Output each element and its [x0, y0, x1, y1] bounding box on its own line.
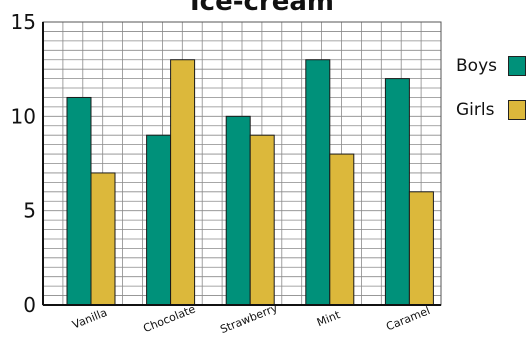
bar-girls-chocolate — [170, 59, 196, 306]
y-tick-label: 10 — [11, 104, 36, 128]
legend-swatch-boys — [508, 56, 526, 76]
x-tick-label-mint: Mint — [315, 308, 343, 329]
legend-item-boys: Boys — [456, 54, 526, 78]
y-tick-label: 0 — [23, 293, 36, 317]
x-tick-label-vanilla: Vanilla — [70, 306, 109, 332]
x-tick-label-strawberry: Strawberry — [218, 301, 280, 336]
bar-girls-vanilla — [90, 172, 116, 306]
legend: Boys Girls — [456, 54, 526, 142]
legend-swatch-girls — [508, 100, 526, 120]
y-tick-label: 15 — [11, 10, 36, 34]
bars — [66, 59, 434, 306]
bar-girls-mint — [329, 153, 355, 306]
x-tick-label-chocolate: Chocolate — [141, 302, 197, 335]
bar-boys-caramel — [384, 78, 410, 306]
bar-girls-caramel — [408, 191, 434, 306]
axes — [42, 22, 441, 306]
bar-girls-strawberry — [249, 134, 275, 306]
y-tick-label: 5 — [23, 199, 36, 223]
bar-boys-vanilla — [66, 96, 92, 306]
bar-boys-chocolate — [146, 134, 172, 306]
x-tick-labels: Vanilla Chocolate Strawberry Mint Caramel — [70, 301, 432, 336]
legend-item-girls: Girls — [456, 98, 526, 122]
legend-label-boys: Boys — [456, 56, 497, 76]
x-tick-label-caramel: Caramel — [384, 304, 432, 333]
bar-boys-strawberry — [225, 115, 251, 306]
legend-label-girls: Girls — [456, 100, 495, 120]
chart-title: Ice-cream — [190, 0, 334, 17]
y-tick-labels: 0 5 10 15 — [11, 10, 36, 317]
bar-boys-mint — [305, 59, 331, 306]
